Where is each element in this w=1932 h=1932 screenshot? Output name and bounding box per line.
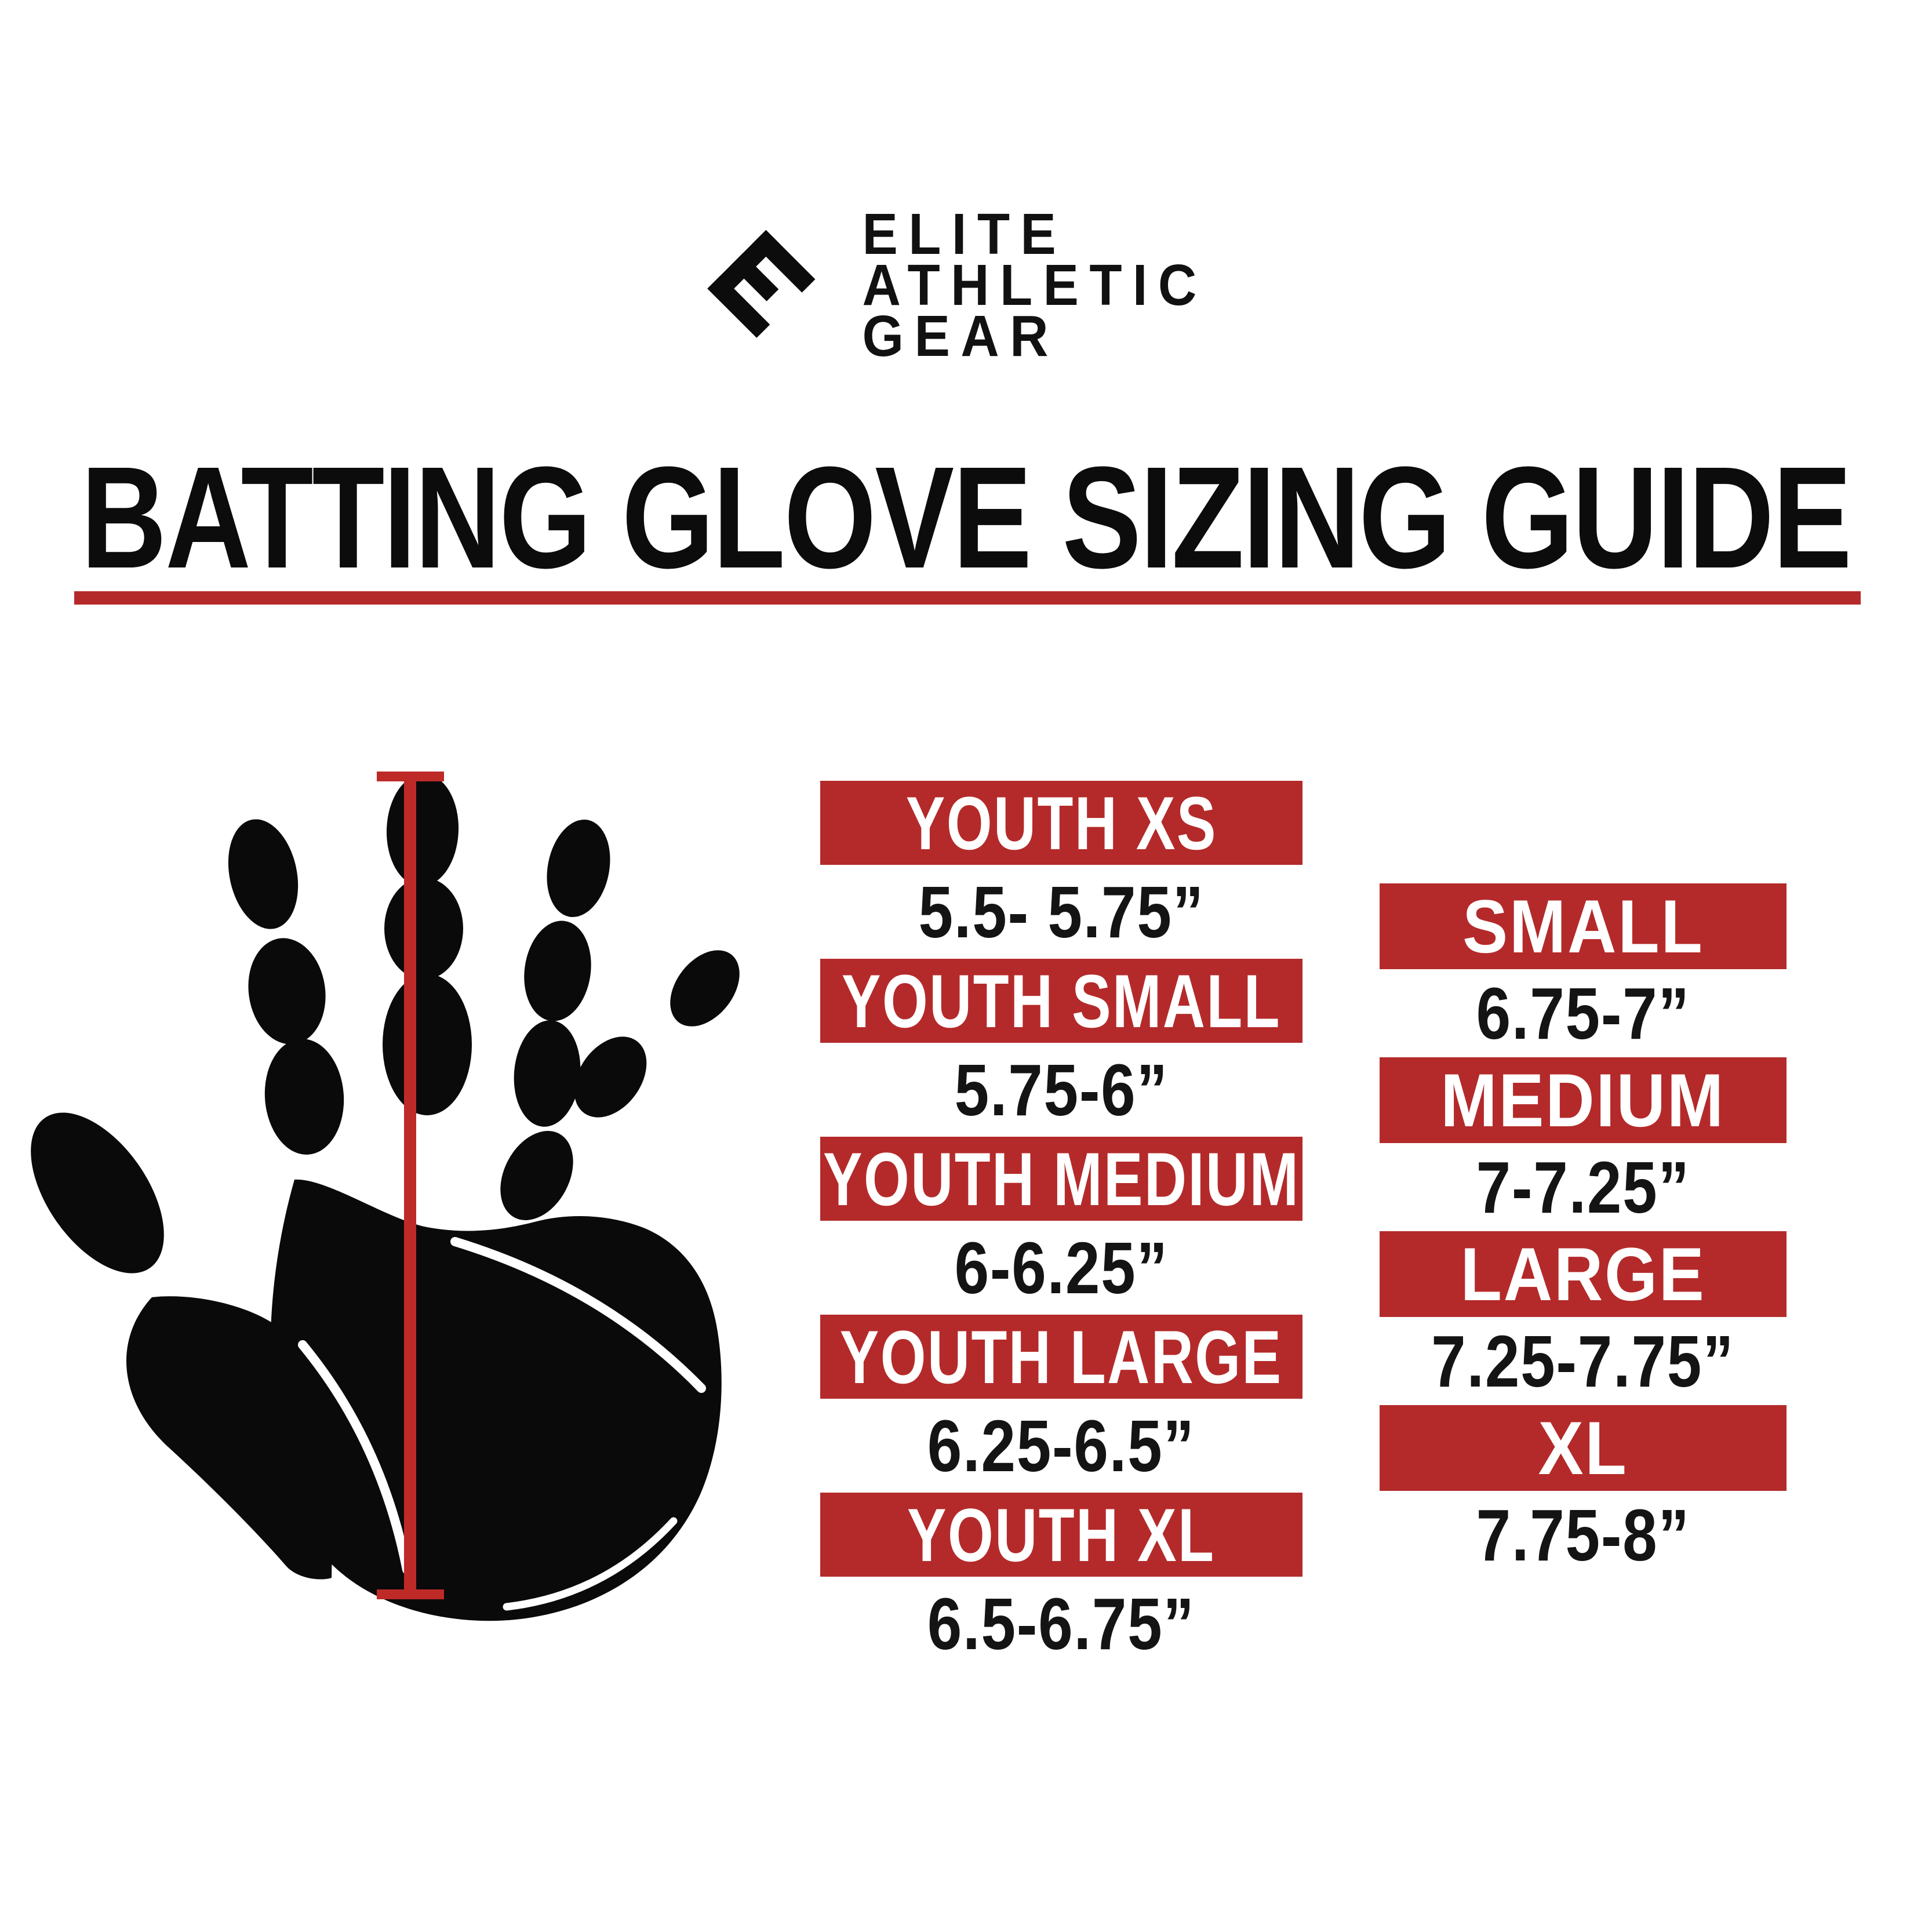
size-banner-medium: MEDIUM [1380, 1057, 1787, 1143]
size-range-value: 6.25-6.5” [927, 1405, 1195, 1487]
size-banner-label: YOUTH MEDIUM [823, 1136, 1300, 1221]
size-range-value: 5.75-6” [954, 1049, 1169, 1131]
brand-logo: ELITE ATHLETIC GEAR [694, 202, 1238, 369]
elite-e-logo-icon [707, 230, 816, 338]
size-banner-small: SMALL [1380, 883, 1787, 969]
brand-name-line3: GEAR [862, 304, 1059, 369]
palm-creases [298, 1237, 706, 1611]
handprint-silhouette [31, 774, 740, 1621]
size-banner-label: YOUTH SMALL [841, 958, 1282, 1043]
size-range-youth-small: 5.75-6” [820, 1043, 1302, 1137]
brand-name: ELITE ATHLETIC GEAR [862, 202, 1238, 369]
size-range-value: 6.5-6.75” [927, 1582, 1195, 1665]
size-banner-label: MEDIUM [1440, 1058, 1726, 1143]
size-range-value: 6-6.25” [954, 1227, 1169, 1309]
size-range-medium: 7-7.25” [1380, 1143, 1787, 1231]
size-range-youth-xl: 6.5-6.75” [820, 1577, 1302, 1671]
size-range-value: 7.75-8” [1476, 1494, 1690, 1576]
size-range-xl: 7.75-8” [1380, 1491, 1787, 1579]
size-range-value: 5.5- 5.75” [918, 871, 1205, 953]
size-banner-label: XL [1538, 1406, 1628, 1490]
size-banner-youth-medium: YOUTH MEDIUM [820, 1137, 1302, 1221]
size-banner-youth-xs: YOUTH XS [820, 781, 1302, 865]
size-range-youth-xs: 5.5- 5.75” [820, 865, 1302, 959]
size-range-small: 6.75-7” [1380, 969, 1787, 1057]
size-range-value: 7-7.25” [1476, 1146, 1690, 1228]
size-range-youth-medium: 6-6.25” [820, 1221, 1302, 1315]
hand-illustration [31, 772, 740, 1621]
measurement-line [377, 772, 444, 1599]
measurement-line-bottom-cap [377, 1589, 444, 1599]
size-banner-label: YOUTH XS [905, 780, 1217, 865]
measurement-line-bar [404, 772, 416, 1599]
size-range-youth-large: 6.25-6.5” [820, 1399, 1302, 1493]
adult-size-column: SMALL 6.75-7” MEDIUM 7-7.25” LARGE 7.25-… [1380, 883, 1787, 1579]
brand-name-line1: ELITE [862, 202, 1067, 267]
size-banner-label: YOUTH XL [907, 1492, 1216, 1577]
size-banner-youth-large: YOUTH LARGE [820, 1315, 1302, 1399]
size-banner-youth-xl: YOUTH XL [820, 1493, 1302, 1577]
size-range-value: 7.25-7.75” [1431, 1320, 1735, 1402]
size-range-value: 6.75-7” [1476, 972, 1690, 1054]
size-banner-xl: XL [1380, 1405, 1787, 1491]
size-banner-youth-small: YOUTH SMALL [820, 959, 1302, 1043]
size-banner-label: SMALL [1462, 884, 1704, 969]
size-banner-large: LARGE [1380, 1231, 1787, 1317]
youth-size-column: YOUTH XS 5.5- 5.75” YOUTH SMALL 5.75-6” … [820, 781, 1302, 1671]
page-title: BATTING GLOVE SIZING GUIDE [81, 436, 1852, 598]
brand-name-line2: ATHLETIC [862, 253, 1207, 318]
size-range-large: 7.25-7.75” [1380, 1317, 1787, 1405]
size-banner-label: LARGE [1460, 1232, 1706, 1316]
size-banner-label: YOUTH LARGE [840, 1314, 1283, 1399]
title-underline [74, 591, 1861, 605]
